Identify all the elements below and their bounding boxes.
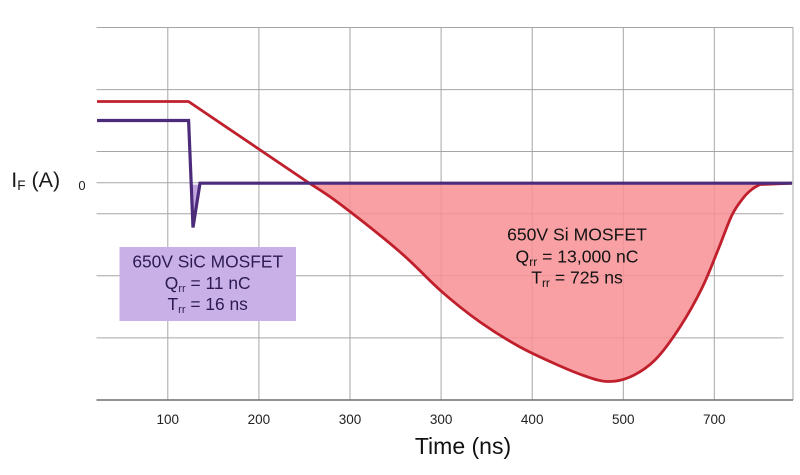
svg-text:300: 300	[430, 412, 453, 427]
svg-text:Trr = 725 ns: Trr = 725 ns	[531, 268, 623, 291]
svg-text:200: 200	[248, 412, 271, 427]
svg-text:400: 400	[521, 412, 544, 427]
svg-text:Time (ns): Time (ns)	[415, 433, 511, 459]
svg-text:500: 500	[612, 412, 635, 427]
svg-text:0: 0	[78, 178, 85, 193]
svg-text:Qrr = 13,000 nC: Qrr = 13,000 nC	[516, 246, 639, 269]
svg-text:650V Si MOSFET: 650V Si MOSFET	[507, 225, 647, 245]
svg-text:700: 700	[703, 412, 726, 427]
svg-text:650V SiC MOSFET: 650V SiC MOSFET	[132, 252, 283, 272]
svg-text:Trr = 16 ns: Trr = 16 ns	[168, 294, 249, 316]
svg-text:300: 300	[339, 412, 362, 427]
svg-text:Qrr = 11 nC: Qrr = 11 nC	[165, 273, 251, 295]
svg-text:100: 100	[157, 412, 180, 427]
